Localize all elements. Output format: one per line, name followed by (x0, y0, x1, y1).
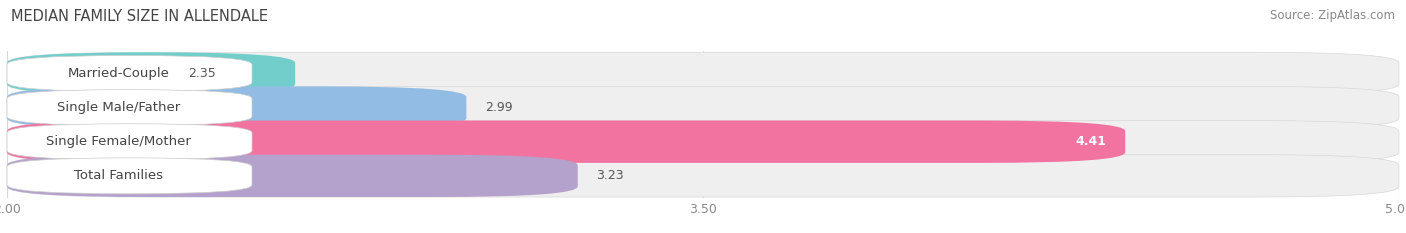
Text: 2.99: 2.99 (485, 101, 513, 114)
Text: Single Male/Father: Single Male/Father (56, 101, 180, 114)
FancyBboxPatch shape (7, 155, 578, 197)
FancyBboxPatch shape (7, 86, 467, 129)
FancyBboxPatch shape (7, 158, 252, 194)
FancyBboxPatch shape (7, 52, 295, 95)
Text: MEDIAN FAMILY SIZE IN ALLENDALE: MEDIAN FAMILY SIZE IN ALLENDALE (11, 9, 269, 24)
FancyBboxPatch shape (7, 155, 1399, 197)
Text: Source: ZipAtlas.com: Source: ZipAtlas.com (1270, 9, 1395, 22)
FancyBboxPatch shape (7, 90, 252, 126)
FancyBboxPatch shape (7, 86, 1399, 129)
Text: 4.41: 4.41 (1076, 135, 1107, 148)
Text: Married-Couple: Married-Couple (67, 67, 169, 80)
Text: Total Families: Total Families (75, 169, 163, 182)
Text: 3.23: 3.23 (596, 169, 624, 182)
FancyBboxPatch shape (7, 124, 252, 160)
FancyBboxPatch shape (7, 120, 1125, 163)
Text: 2.35: 2.35 (188, 67, 215, 80)
FancyBboxPatch shape (7, 120, 1399, 163)
FancyBboxPatch shape (7, 52, 1399, 95)
FancyBboxPatch shape (7, 55, 252, 91)
Text: Single Female/Mother: Single Female/Mother (46, 135, 191, 148)
